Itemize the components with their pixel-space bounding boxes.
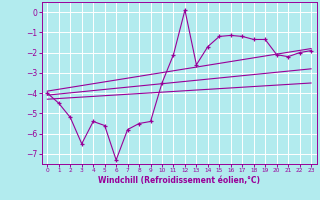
X-axis label: Windchill (Refroidissement éolien,°C): Windchill (Refroidissement éolien,°C) — [98, 176, 260, 185]
